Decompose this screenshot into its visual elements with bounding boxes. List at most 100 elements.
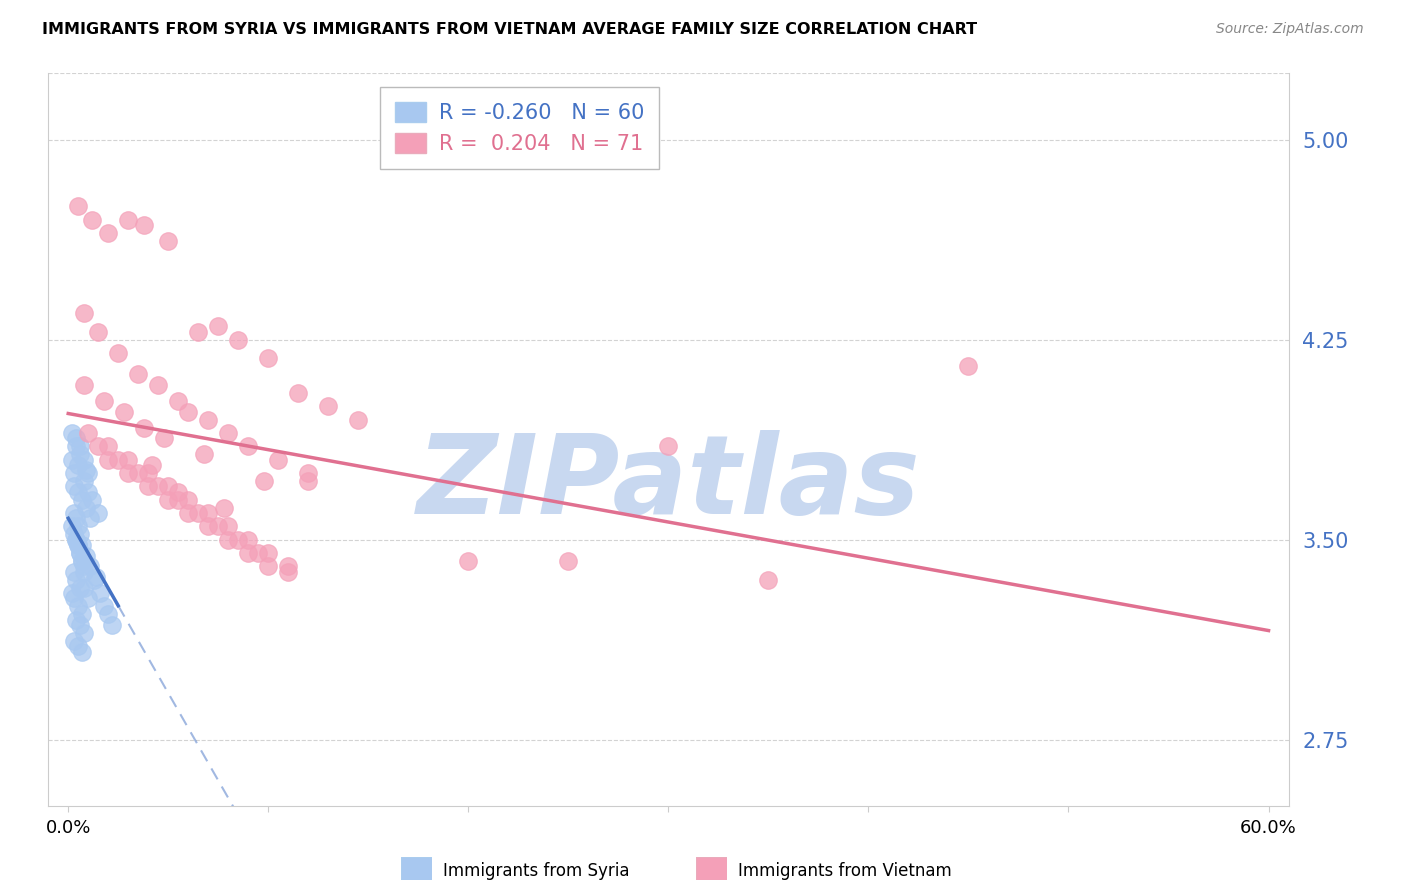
Point — [257, 351, 280, 366]
Point — [63, 634, 86, 648]
Point — [79, 511, 101, 525]
Point — [69, 546, 91, 560]
Point — [67, 519, 90, 533]
Point — [167, 492, 190, 507]
Point — [60, 586, 83, 600]
Point — [87, 325, 110, 339]
Point — [136, 479, 159, 493]
Point — [157, 479, 180, 493]
Point — [73, 581, 96, 595]
Point — [97, 439, 120, 453]
Point — [69, 618, 91, 632]
Point — [177, 506, 200, 520]
Point — [238, 533, 260, 547]
Point — [107, 452, 129, 467]
Point — [70, 492, 93, 507]
Point — [134, 218, 156, 232]
Point — [127, 368, 149, 382]
Point — [69, 439, 91, 453]
Point — [73, 559, 96, 574]
Point — [217, 533, 239, 547]
Point — [277, 559, 299, 574]
Text: Immigrants from Vietnam: Immigrants from Vietnam — [738, 862, 952, 880]
Point — [297, 474, 319, 488]
Point — [65, 511, 87, 525]
Point — [112, 405, 135, 419]
Point — [957, 359, 980, 374]
Point — [177, 405, 200, 419]
Point — [75, 500, 97, 515]
Point — [73, 565, 96, 579]
Point — [97, 452, 120, 467]
Text: IMMIGRANTS FROM SYRIA VS IMMIGRANTS FROM VIETNAM AVERAGE FAMILY SIZE CORRELATION: IMMIGRANTS FROM SYRIA VS IMMIGRANTS FROM… — [42, 22, 977, 37]
Point — [134, 420, 156, 434]
Point — [347, 412, 370, 426]
Point — [63, 466, 86, 480]
Point — [141, 458, 163, 472]
Point — [63, 527, 86, 541]
Point — [157, 492, 180, 507]
Point — [93, 394, 115, 409]
Point — [82, 492, 104, 507]
Point — [87, 439, 110, 453]
Legend: R = -0.260   N = 60, R =  0.204   N = 71: R = -0.260 N = 60, R = 0.204 N = 71 — [381, 87, 658, 169]
Point — [63, 565, 86, 579]
Point — [65, 533, 87, 547]
Text: Source: ZipAtlas.com: Source: ZipAtlas.com — [1216, 22, 1364, 37]
Point — [187, 325, 209, 339]
Point — [197, 519, 219, 533]
Point — [97, 226, 120, 240]
Point — [65, 613, 87, 627]
Point — [187, 506, 209, 520]
Point — [117, 466, 139, 480]
Point — [75, 463, 97, 477]
Point — [77, 466, 100, 480]
Text: Immigrants from Syria: Immigrants from Syria — [443, 862, 630, 880]
Point — [70, 538, 93, 552]
Point — [217, 425, 239, 440]
Point — [287, 386, 309, 401]
Point — [70, 554, 93, 568]
Point — [65, 439, 87, 453]
Point — [127, 466, 149, 480]
Point — [193, 447, 215, 461]
Point — [65, 573, 87, 587]
Point — [70, 645, 93, 659]
Point — [157, 234, 180, 248]
Point — [167, 484, 190, 499]
Point — [257, 559, 280, 574]
Point — [177, 492, 200, 507]
Point — [97, 607, 120, 622]
Point — [297, 466, 319, 480]
Point — [73, 474, 96, 488]
Point — [207, 319, 229, 334]
Point — [267, 452, 290, 467]
Point — [70, 554, 93, 568]
Point — [253, 474, 276, 488]
Point — [89, 586, 111, 600]
Point — [107, 346, 129, 360]
Text: ZIPatlas: ZIPatlas — [416, 430, 921, 537]
Point — [87, 506, 110, 520]
Point — [73, 306, 96, 320]
Point — [214, 500, 236, 515]
Point — [84, 570, 107, 584]
Point — [77, 484, 100, 499]
Point — [60, 519, 83, 533]
Point — [65, 431, 87, 445]
Point — [63, 479, 86, 493]
Point — [69, 527, 91, 541]
Point — [197, 412, 219, 426]
Point — [153, 431, 176, 445]
Point — [67, 640, 90, 654]
Point — [277, 565, 299, 579]
Point — [101, 618, 124, 632]
Point — [75, 549, 97, 563]
Point — [557, 554, 579, 568]
Point — [226, 533, 249, 547]
Point — [318, 400, 340, 414]
Point — [67, 199, 90, 213]
Point — [69, 447, 91, 461]
Point — [257, 546, 280, 560]
Point — [67, 484, 90, 499]
